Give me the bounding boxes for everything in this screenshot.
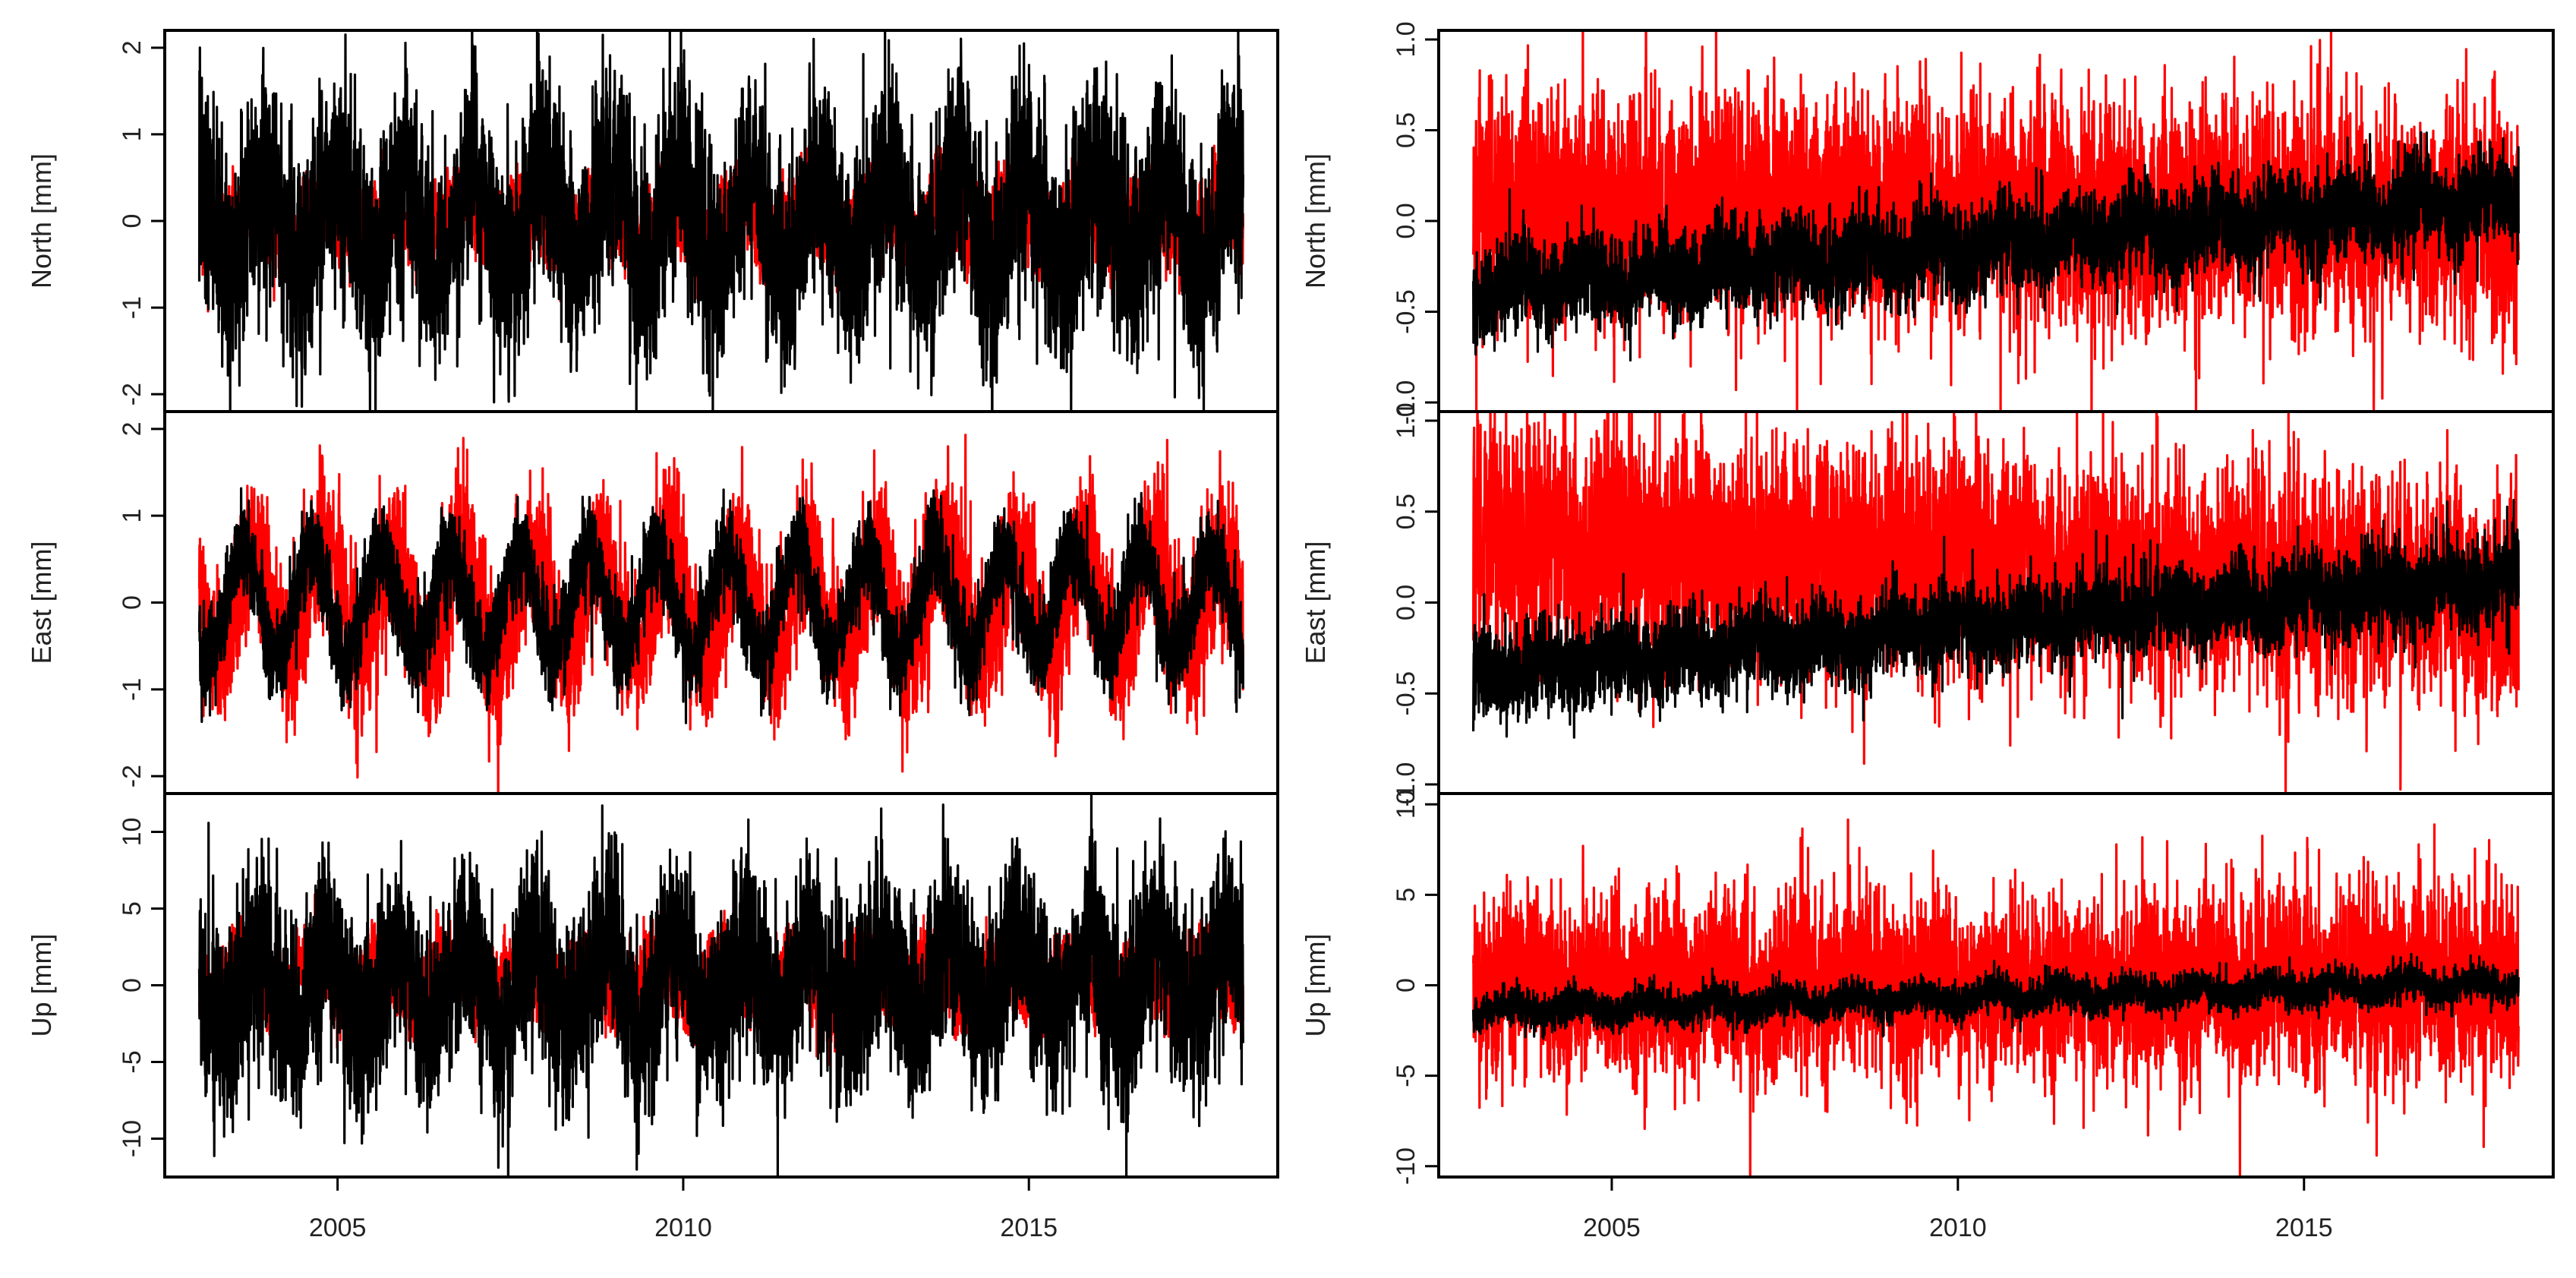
y-tick-label-left-east: 1 <box>118 509 147 523</box>
x-tick-label-right-up: 2010 <box>1929 1213 1987 1242</box>
y-tick-label-right-north: 0.0 <box>1392 203 1420 238</box>
y-tick-label-left-east: 0 <box>118 595 147 610</box>
y-tick-label-right-up: 0 <box>1392 978 1420 992</box>
y-tick-label-left-north: 1 <box>118 127 147 141</box>
y-axis-label-left-up: Up [mm] <box>26 933 57 1037</box>
y-tick-label-right-north: 1.0 <box>1392 21 1420 57</box>
y-axis-label-right-east: East [mm] <box>1300 541 1331 664</box>
panel-left-up: -10 -5 0 5 10 Up [mm] 2005 2010 2015 <box>26 792 1279 1242</box>
y-tick-label-right-north: -1.0 <box>1392 380 1420 425</box>
series-black-left-east <box>197 487 1245 724</box>
x-tick-label-right-up: 2015 <box>2275 1213 2333 1242</box>
y-tick-label-left-north: 0 <box>118 214 147 229</box>
y-tick-label-left-up: -5 <box>118 1050 147 1073</box>
series-red-left-east <box>197 434 1245 794</box>
y-tick-label-right-east: 0.5 <box>1392 494 1420 529</box>
y-tick-label-right-up: -10 <box>1392 1147 1420 1185</box>
y-axis-label-right-north: North [mm] <box>1300 153 1331 289</box>
y-tick-label-left-north: -2 <box>118 383 147 405</box>
y-tick-label-left-east: -1 <box>118 678 147 701</box>
y-tick-label-left-north: -1 <box>118 296 147 319</box>
series-black-right-up <box>1472 952 2520 1041</box>
y-tick-label-right-east: -0.5 <box>1392 671 1420 716</box>
series-black-left-north <box>197 30 1244 412</box>
series-black-left-up <box>197 794 1244 1177</box>
y-tick-label-right-up: 10 <box>1392 790 1420 819</box>
y-tick-label-left-up: -10 <box>118 1120 147 1157</box>
panel-right-up: -10 -5 0 5 10 Up [mm] 2005 2010 2015 <box>1300 790 2555 1242</box>
y-tick-label-right-east: -1.0 <box>1392 762 1420 807</box>
plot-area-left-north <box>197 30 1244 412</box>
y-tick-label-right-up: -5 <box>1392 1064 1420 1087</box>
y-tick-label-left-up: 0 <box>118 978 147 992</box>
panel-right-east: -1.0 -0.5 0.0 0.5 1.0 East [mm] <box>1300 402 2555 807</box>
x-tick-label-left-up: 2010 <box>654 1213 712 1242</box>
y-axis-label-right-up: Up [mm] <box>1300 933 1331 1037</box>
y-tick-label-left-up: 5 <box>118 901 147 916</box>
y-tick-label-right-up: 5 <box>1392 888 1420 902</box>
plot-area-left-east <box>197 434 1245 794</box>
y-tick-label-right-north: 0.5 <box>1392 112 1420 148</box>
y-axis-label-left-north: North [mm] <box>26 153 57 289</box>
series-black-right-east <box>1471 498 2520 739</box>
y-tick-label-right-east: 1.0 <box>1392 402 1420 438</box>
y-tick-label-left-north: 2 <box>118 40 147 55</box>
y-axis-label-left-east: East [mm] <box>26 541 57 664</box>
y-tick-label-left-east: 2 <box>118 421 147 436</box>
x-tick-label-right-up: 2005 <box>1583 1213 1641 1242</box>
plot-area-right-north <box>1471 30 2520 412</box>
x-tick-label-left-up: 2015 <box>1000 1213 1058 1242</box>
y-tick-label-right-north: -0.5 <box>1392 289 1420 334</box>
plot-area-left-up <box>197 794 1245 1177</box>
y-tick-label-left-east: -2 <box>118 765 147 787</box>
series-black-right-north <box>1471 131 2520 362</box>
plot-area-right-up <box>1472 818 2520 1177</box>
y-tick-label-right-east: 0.0 <box>1392 585 1420 620</box>
y-tick-label-left-up: 10 <box>118 818 147 847</box>
x-tick-label-left-up: 2005 <box>309 1213 367 1242</box>
plot-area-right-east <box>1471 412 2520 794</box>
